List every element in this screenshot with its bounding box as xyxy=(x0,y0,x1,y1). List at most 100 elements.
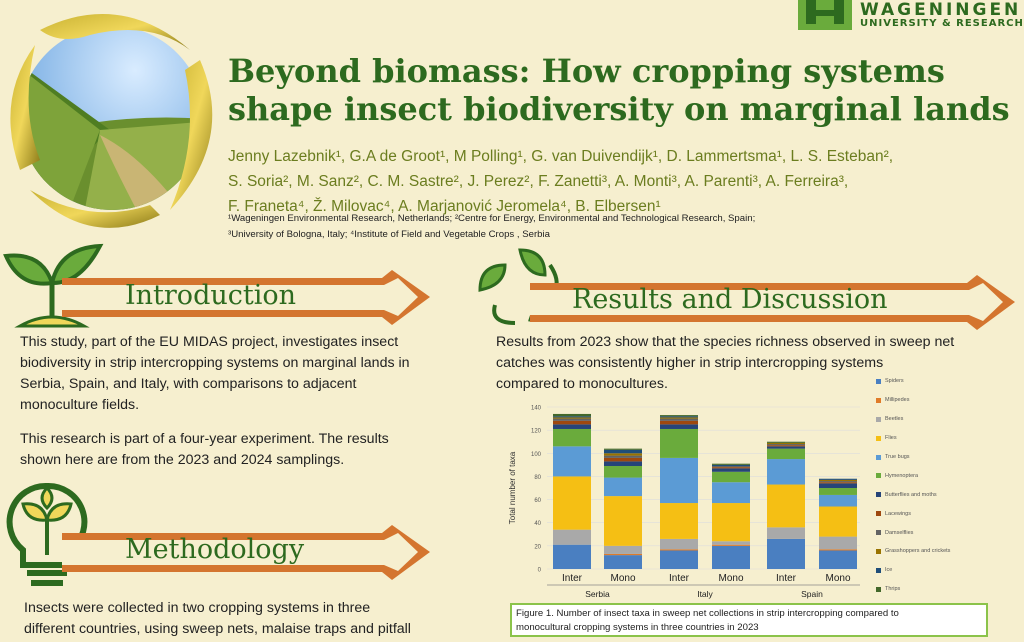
x-tick-label: Inter xyxy=(562,573,583,584)
bar-segment xyxy=(604,448,642,450)
introduction-text: This study, part of the EU MIDAS project… xyxy=(20,332,480,471)
bar-segment xyxy=(660,418,698,421)
bar-segment xyxy=(712,503,750,542)
legend-entry: Beetles xyxy=(876,410,1016,429)
y-tick-label: 0 xyxy=(538,568,542,574)
bar-segment xyxy=(712,544,750,546)
bar-segment xyxy=(712,466,750,468)
bar-segment xyxy=(767,527,805,539)
x-tick-label: Inter xyxy=(776,573,797,584)
bar-segment xyxy=(660,415,698,417)
bar-segment xyxy=(767,448,805,460)
logo-wordmark: WAGENINGEN xyxy=(860,0,1022,20)
author-line: F. Franeta⁴, Ž. Milovac⁴, A. Marjanović … xyxy=(228,198,661,215)
logo-subtitle: UNIVERSITY & RESEARCH xyxy=(860,18,1024,29)
y-tick-label: 100 xyxy=(531,452,542,458)
y-tick-label: 140 xyxy=(531,406,542,412)
legend-entry: Spiders xyxy=(876,372,1016,391)
bar-segment xyxy=(660,417,698,419)
bar-segment xyxy=(767,441,805,443)
bar-segment xyxy=(553,424,591,429)
bar-segment xyxy=(767,446,805,449)
bar-segment xyxy=(660,549,698,551)
bar-segment xyxy=(553,417,591,419)
legend-entry: Damselflies xyxy=(876,523,1016,542)
text-line: catches was consistently higher in strip… xyxy=(496,355,884,371)
bar-segment xyxy=(604,553,642,556)
y-tick-label: 80 xyxy=(534,475,541,481)
legend-entry: Thrips xyxy=(876,580,1016,599)
legend-label: Millipedes xyxy=(885,397,910,404)
legend-label: Damselflies xyxy=(885,529,914,536)
group-label: Italy xyxy=(697,589,713,599)
bar-segment xyxy=(819,549,857,551)
bar-segment xyxy=(604,455,642,458)
legend-swatch xyxy=(876,492,881,498)
bar-segment xyxy=(660,420,698,425)
bar-segment xyxy=(553,544,591,569)
group-label: Serbia xyxy=(585,589,610,599)
legend-swatch xyxy=(876,454,881,460)
legend-swatch xyxy=(876,548,881,554)
bar-segment xyxy=(604,466,642,478)
bar-segment xyxy=(712,467,750,469)
bar-segment xyxy=(604,477,642,497)
affiliation-line: ¹Wageningen Environmental Research, Neth… xyxy=(228,213,756,224)
bar-segment xyxy=(819,482,857,484)
legend-label: Butterflies and moths xyxy=(885,491,937,498)
group-label: Spain xyxy=(801,589,823,599)
bar-segment xyxy=(660,457,698,504)
bar-segment xyxy=(712,545,750,569)
bar-segment xyxy=(712,463,750,465)
bar-segment xyxy=(767,538,805,569)
bar-segment xyxy=(604,545,642,554)
bar-segment xyxy=(819,506,857,537)
bar-segment xyxy=(767,442,805,445)
x-tick-label: Mono xyxy=(610,573,635,584)
author-list: Jenny Lazebnik¹, G.A de Groot¹, M Pollin… xyxy=(228,144,1018,219)
bar-segment xyxy=(553,428,591,447)
bar-segment xyxy=(604,457,642,462)
bar-segment xyxy=(660,428,698,458)
methodology-text: Insects were collected in two cropping s… xyxy=(24,598,484,640)
lightbulb-leaf-icon xyxy=(5,480,90,595)
legend-entry: Hymenoptera xyxy=(876,466,1016,485)
bar-segment xyxy=(660,538,698,550)
x-tick-label: Inter xyxy=(669,573,690,584)
text-line: shown here are from the 2023 and 2024 sa… xyxy=(20,452,345,468)
bar-segment xyxy=(819,536,857,550)
bar-segment xyxy=(819,479,857,482)
text-line: Results from 2023 show that the species … xyxy=(496,334,955,350)
legend-entry: Flies xyxy=(876,429,1016,448)
chart-legend: Spiders Millipedes Beetles Flies True bugs Hy… xyxy=(876,372,1016,599)
bar-segment xyxy=(767,459,805,485)
legend-swatch xyxy=(876,586,881,592)
bar-segment xyxy=(660,416,698,418)
legend-swatch xyxy=(876,567,881,573)
text-line: compared to monocultures. xyxy=(496,376,668,392)
text-line: different countries, using sweep nets, m… xyxy=(24,621,411,637)
bar-segment xyxy=(553,529,591,545)
text-line: Serbia, Spain, and Italy, with compariso… xyxy=(20,376,357,392)
legend-swatch xyxy=(876,473,881,479)
legend-entry: Butterflies and moths xyxy=(876,485,1016,504)
bar-segment xyxy=(767,445,805,447)
text-line: Insects were collected in two cropping s… xyxy=(24,600,371,616)
intro-banner-arrow xyxy=(62,270,430,325)
methodology-heading: Methodology xyxy=(125,534,305,565)
introduction-heading: Introduction xyxy=(125,280,296,311)
author-line: Jenny Lazebnik¹, G.A de Groot¹, M Pollin… xyxy=(228,148,894,165)
legend-entry: Lacewings xyxy=(876,504,1016,523)
results-banner-arrow xyxy=(530,275,1015,330)
legend-label: Lacewings xyxy=(885,510,911,517)
bar-segment xyxy=(819,550,857,569)
legend-entry: True bugs xyxy=(876,448,1016,467)
taxa-stacked-bar-chart: 0 20 40 60 80 100 120 140 Total number of taxa In… xyxy=(508,406,860,599)
y-tick-label: 120 xyxy=(531,429,542,435)
bar-segment xyxy=(604,461,642,467)
bar-segment xyxy=(819,488,857,495)
bar-segment xyxy=(712,464,750,467)
bar-segment xyxy=(604,555,642,569)
text-line: This research is part of a four-year exp… xyxy=(20,431,389,447)
bar-segment xyxy=(553,476,591,530)
